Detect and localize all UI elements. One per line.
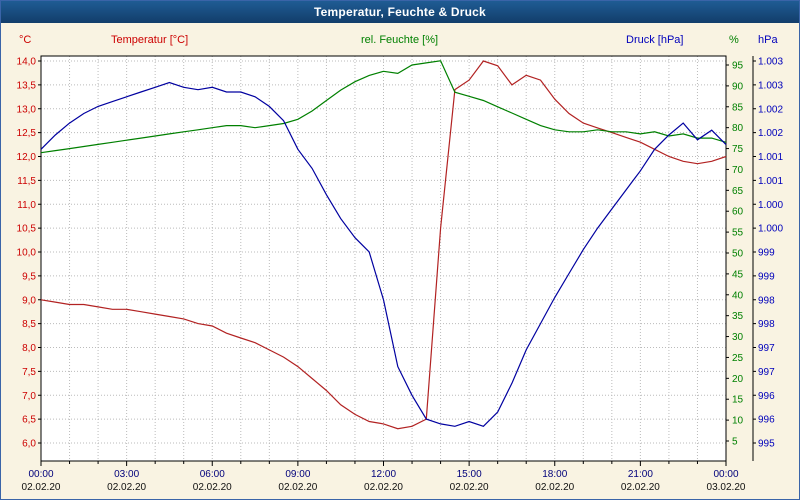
date-label: 02.02.20 — [621, 482, 660, 493]
humidity-tick-label: 50 — [732, 249, 744, 260]
pressure-tick-label: 1.002 — [758, 104, 783, 115]
pressure-series-line — [40, 81, 727, 427]
humidity-tick-label: 10 — [732, 416, 744, 427]
weather-chart: °C Temperatur [°C] rel. Feuchte [%] Druc… — [17, 34, 784, 493]
humidity-tick-label: 55 — [732, 228, 744, 239]
pressure-tick-label: 1.000 — [758, 200, 783, 211]
time-label: 00:00 — [28, 469, 53, 480]
time-label: 06:00 — [200, 469, 225, 480]
humidity-tick-label: 90 — [732, 81, 744, 92]
temperature-tick-label: 8,5 — [22, 319, 36, 330]
pressure-tick-label: 998 — [758, 295, 775, 306]
humidity-series-line — [40, 60, 727, 154]
temperature-tick-label: 7,5 — [22, 367, 36, 378]
temperature-tick-label: 10,0 — [17, 248, 37, 259]
humidity-tick-label: 80 — [732, 123, 744, 134]
pressure-tick-label: 1.001 — [758, 152, 783, 163]
temperature-tick-label: 11,0 — [17, 200, 36, 211]
date-label: 02.02.20 — [22, 482, 61, 493]
humidity-tick-label: 15 — [732, 395, 744, 406]
temperature-tick-label: 12,5 — [17, 128, 37, 139]
temperature-tick-label: 12,0 — [17, 152, 37, 163]
date-label: 02.02.20 — [278, 482, 317, 493]
temperature-tick-label: 14,0 — [17, 57, 37, 68]
time-label: 09:00 — [285, 469, 310, 480]
plot-area — [41, 56, 726, 461]
pressure-tick-label: 999 — [758, 271, 775, 282]
pressure-tick-label: 997 — [758, 367, 775, 378]
humidity-tick-label: 40 — [732, 290, 744, 301]
humidity-tick-label: 5 — [732, 437, 738, 448]
pressure-series-header: Druck [hPa] — [626, 34, 683, 46]
temperature-tick-label: 8,0 — [22, 343, 36, 354]
temperature-tick-label: 10,5 — [17, 224, 37, 235]
pressure-tick-label: 1.002 — [758, 128, 783, 139]
humidity-tick-label: 75 — [732, 144, 744, 155]
window-titlebar: Temperatur, Feuchte & Druck — [1, 1, 799, 23]
temperature-tick-label: 7,0 — [22, 391, 36, 402]
temperature-series-line — [40, 60, 727, 430]
humidity-tick-label: 35 — [732, 311, 744, 322]
chart-plot-layers: 14,0 13,5 13,0 12,5 12,0 11,5 11,0 10,5 10,0 9,5 9… — [17, 55, 783, 493]
date-label: 03.02.20 — [707, 482, 746, 493]
time-label: 21:00 — [628, 469, 653, 480]
pressure-unit-label: hPa — [758, 34, 778, 46]
temperature-tick-label: 9,5 — [22, 271, 36, 282]
temperature-tick-label: 9,0 — [22, 295, 36, 306]
date-label: 02.02.20 — [193, 482, 232, 493]
temperature-tick-label: 13,0 — [17, 104, 37, 115]
temperature-tick-label: 6,5 — [22, 415, 36, 426]
humidity-tick-label: 45 — [732, 269, 744, 280]
temperature-tick-label: 11,5 — [17, 176, 36, 187]
humidity-tick-label: 60 — [732, 207, 744, 218]
pressure-tick-label: 995 — [758, 439, 775, 450]
temperature-tick-label: 6,0 — [22, 439, 36, 450]
time-label: 00:00 — [713, 469, 738, 480]
time-label: 12:00 — [371, 469, 396, 480]
window-title: Temperatur, Feuchte & Druck — [314, 5, 486, 19]
temperature-tick-label: 13,5 — [17, 80, 37, 91]
humidity-tick-label: 95 — [732, 61, 744, 72]
humidity-tick-label: 20 — [732, 374, 744, 385]
humidity-unit-label: % — [729, 34, 739, 46]
date-label: 02.02.20 — [450, 482, 489, 493]
temperature-unit-label: °C — [19, 34, 31, 46]
humidity-series-header: rel. Feuchte [%] — [361, 34, 438, 46]
pressure-tick-label: 996 — [758, 391, 775, 402]
humidity-tick-label: 30 — [732, 332, 744, 343]
pressure-tick-label: 1.001 — [758, 176, 783, 187]
pressure-tick-label: 1.003 — [758, 80, 783, 91]
time-label: 15:00 — [457, 469, 482, 480]
date-label: 02.02.20 — [107, 482, 146, 493]
pressure-tick-label: 996 — [758, 415, 775, 426]
humidity-tick-label: 65 — [732, 186, 744, 197]
humidity-tick-label: 85 — [732, 102, 744, 113]
date-label: 02.02.20 — [535, 482, 574, 493]
time-label: 18:00 — [542, 469, 567, 480]
pressure-tick-label: 1.000 — [758, 224, 783, 235]
temperature-series-header: Temperatur [°C] — [111, 34, 188, 46]
humidity-tick-label: 25 — [732, 353, 744, 364]
date-label: 02.02.20 — [364, 482, 403, 493]
pressure-tick-label: 997 — [758, 343, 775, 354]
humidity-tick-label: 70 — [732, 165, 744, 176]
pressure-tick-label: 999 — [758, 248, 775, 259]
pressure-tick-label: 998 — [758, 319, 775, 330]
pressure-tick-label: 1.003 — [758, 57, 783, 68]
time-label: 03:00 — [114, 469, 139, 480]
